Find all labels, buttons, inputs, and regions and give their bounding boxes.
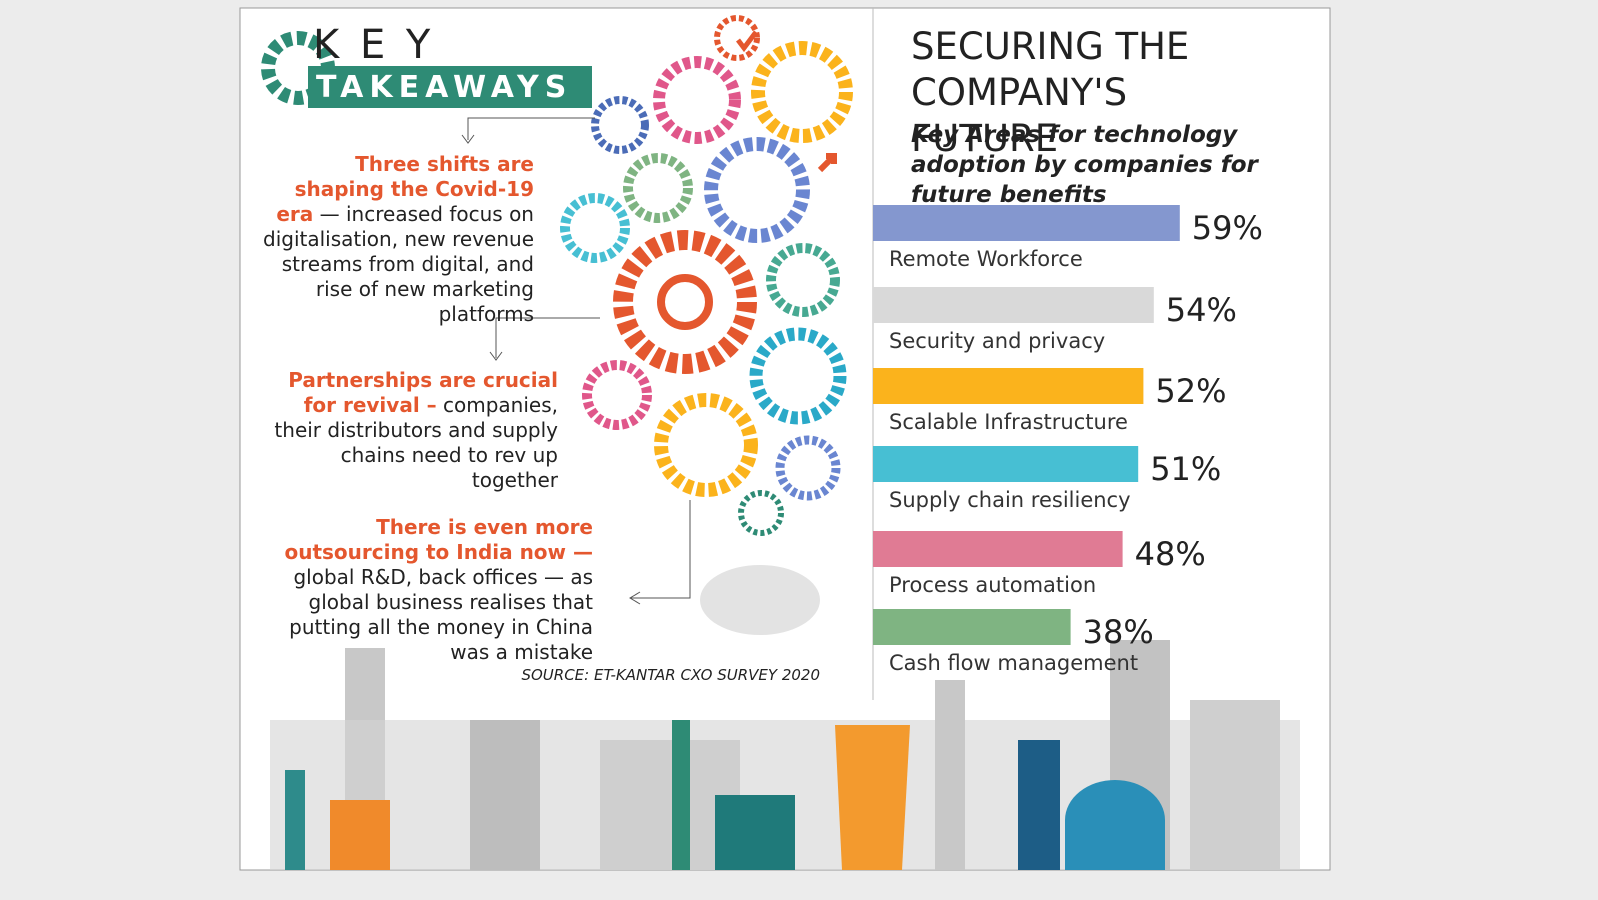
takeaway: Three shifts are shaping the Covid-19 er… xyxy=(262,152,534,327)
industrial-skyline xyxy=(270,565,1300,870)
header-takeaways: TAKEAWAYS xyxy=(316,70,573,105)
category-label: Scalable Infrastructure xyxy=(889,410,1128,434)
category-label: Remote Workforce xyxy=(889,247,1083,271)
takeaway-lead: Partnerships are crucial for revival – xyxy=(288,368,558,417)
bar xyxy=(873,368,1144,404)
takeaway: Partnerships are crucial for revival – c… xyxy=(258,368,558,493)
bar xyxy=(873,205,1180,241)
category-label: Supply chain resiliency xyxy=(889,488,1131,512)
chart-subtitle: Key Areas for technology adoption by com… xyxy=(911,122,1258,208)
takeaway-lead: There is even more outsourcing to India … xyxy=(284,515,593,564)
category-label: Process automation xyxy=(889,573,1096,597)
value-label: 52% xyxy=(1155,372,1226,410)
takeaway-body: — increased focus on digitalisation, new… xyxy=(263,202,534,326)
takeaway: There is even more outsourcing to India … xyxy=(260,515,593,665)
takeaway-body: global R&D, back offices — as global bus… xyxy=(289,565,593,664)
connector-lines xyxy=(461,117,691,605)
bar xyxy=(873,287,1154,323)
header-key: K E Y xyxy=(313,22,435,68)
source: SOURCE: ET-KANTAR CXO SURVEY 2020 xyxy=(521,666,820,684)
category-label: Cash flow management xyxy=(889,651,1138,675)
gears xyxy=(560,15,853,536)
category-label: Security and privacy xyxy=(889,329,1105,353)
bar xyxy=(873,609,1071,645)
header-badge xyxy=(261,31,592,108)
value-label: 48% xyxy=(1135,535,1206,573)
takeaway-lead: Three shifts are shaping the Covid-19 er… xyxy=(276,152,534,226)
value-label: 51% xyxy=(1150,450,1221,488)
value-label: 54% xyxy=(1166,291,1237,329)
value-label: 59% xyxy=(1192,209,1263,247)
value-label: 38% xyxy=(1083,613,1154,651)
bar xyxy=(873,446,1139,482)
takeaway-body: companies, their distributors and supply… xyxy=(274,393,558,492)
bar xyxy=(873,531,1123,567)
chart-title: SECURING THE COMPANY'S FUTURE xyxy=(911,25,1190,160)
